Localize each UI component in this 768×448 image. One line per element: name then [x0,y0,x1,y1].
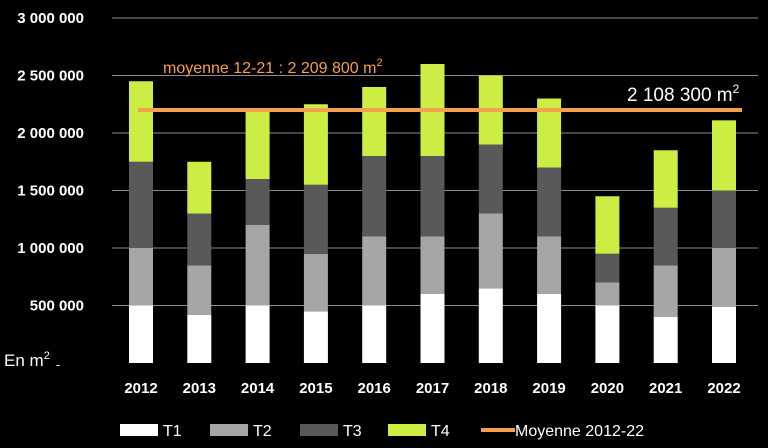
bar-t2-2013 [187,265,212,315]
average-annotation: moyenne 12-21 : 2 209 800 m2 [163,57,383,77]
bar-t2-2018 [478,213,503,289]
bar-t4-2014 [245,110,270,179]
bar-t2-2014 [245,225,270,306]
bar-t3-2017 [420,156,445,237]
legend: T1 T2 T3 T4 Moyenne 2012-22 [120,423,644,440]
y-tick-label: 2 500 000 [17,68,84,85]
legend-label: T1 [163,423,182,440]
y-axis-ticks: 3 000 000 2 500 000 2 000 000 1 500 000 1 00… [17,10,84,315]
x-tick-label: 2018 [474,380,507,397]
bar-t3-2019 [537,167,562,237]
legend-label: Moyenne 2012-22 [515,423,644,440]
legend-label: T2 [253,423,272,440]
bar-t3-2018 [478,144,503,214]
x-axis-ticks: 2012 2013 2014 2015 2016 2017 2018 2019 2020 2021… [124,380,740,397]
bar-t3-2012 [129,161,153,248]
legend-item-average: Moyenne 2012-22 [481,423,644,440]
bar-t1-2013 [187,314,212,363]
y-tick-label: 1 500 000 [17,183,84,200]
bar-t1-2012 [129,305,153,363]
x-tick-label: 2013 [183,380,216,397]
y-axis-label-dash: - [56,357,60,372]
bar-t1-2021 [653,317,678,363]
x-tick-label: 2016 [358,380,391,397]
bar-t2-2017 [420,236,445,294]
bar-t1-2022 [712,306,736,363]
bar-t2-2019 [537,236,562,294]
bars [129,64,736,363]
bar-t1-2019 [537,294,562,363]
bar-t4-2013 [187,161,212,214]
bar-t1-2018 [478,288,503,363]
bar-t2-2020 [595,282,620,306]
y-tick-label: 500 000 [30,298,84,315]
bar-t1-2017 [420,294,445,363]
bar-t4-2015 [303,104,328,185]
last-value-annotation-text: 2 108 300 m [627,85,733,106]
bar-t3-2015 [303,184,328,254]
legend-item-t3: T3 [300,423,362,440]
legend-item-t4: T4 [388,423,450,440]
average-annotation-text: moyenne 12-21 : 2 209 800 m [163,60,376,77]
x-tick-label: 2022 [707,380,740,397]
bar-t4-2012 [129,81,153,162]
legend-item-t1: T1 [120,423,182,440]
x-tick-label: 2020 [591,380,624,397]
x-tick-label: 2017 [416,380,449,397]
bar-t3-2014 [245,179,270,225]
bar-t3-2013 [187,213,212,266]
x-tick-label: 2021 [649,380,682,397]
x-tick-label: 2019 [532,380,565,397]
bar-t3-2022 [712,190,736,248]
y-tick-label: 3 000 000 [17,10,84,27]
bar-t2-2015 [303,253,328,312]
bar-t1-2015 [303,311,328,363]
average-annotation-sup: 2 [376,57,382,69]
y-axis-label-base: En m [4,351,44,370]
legend-label: T3 [343,423,362,440]
y-tick-label: 2 000 000 [17,125,84,142]
bar-t4-2016 [362,87,387,156]
bar-t2-2016 [362,236,387,306]
bar-t4-2022 [712,120,736,191]
legend-swatch [120,424,158,436]
bar-t1-2014 [245,305,270,363]
bar-t2-2012 [129,248,153,306]
legend-label: T4 [431,423,450,440]
legend-swatch [300,424,338,436]
bar-t1-2016 [362,305,387,363]
x-tick-label: 2014 [241,380,275,397]
bar-t3-2020 [595,253,620,283]
bar-t4-2020 [595,196,620,254]
bar-t2-2021 [653,265,678,317]
x-tick-label: 2015 [299,380,332,397]
last-value-annotation: 2 108 300 m2 [627,82,740,106]
y-axis-label: En m2- [4,350,60,372]
bar-t3-2016 [362,156,387,237]
y-axis-label-sup: 2 [44,350,50,362]
legend-swatch [388,424,426,436]
y-tick-label: 1 000 000 [17,240,84,257]
legend-item-t2: T2 [210,423,272,440]
x-tick-label: 2012 [124,380,157,397]
legend-swatch [210,424,248,436]
bar-t3-2021 [653,207,678,266]
bar-t4-2021 [653,150,678,208]
bar-t1-2020 [595,305,620,363]
bar-t2-2022 [712,248,736,307]
last-value-annotation-sup: 2 [733,82,740,96]
